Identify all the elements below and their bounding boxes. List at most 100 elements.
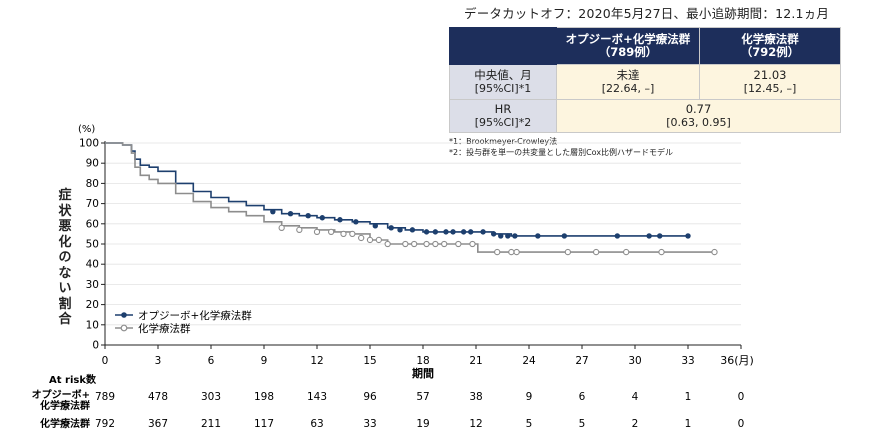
censor-mark-nivolumab xyxy=(498,233,504,239)
censor-mark-nivolumab xyxy=(353,219,359,225)
x-axis-unit-label: 36(月) xyxy=(720,354,754,367)
censor-mark-nivolumab xyxy=(270,208,276,215)
at-risk-value: 4 xyxy=(632,391,639,403)
censor-mark-chemo xyxy=(296,226,303,234)
x-tick-label: 9 xyxy=(261,355,268,367)
censor-mark-nivolumab xyxy=(614,233,621,239)
legend: オプジーボ+化学療法群 化学療法群 xyxy=(115,309,252,335)
at-risk-value: 96 xyxy=(363,391,377,403)
y-tick-label: 0 xyxy=(92,340,99,352)
censor-mark-chemo xyxy=(432,240,439,248)
censor-mark-nivolumab xyxy=(561,233,568,239)
censor-mark-chemo xyxy=(564,248,572,256)
y-axis-title: 症状悪化のない割合 xyxy=(58,188,72,327)
at-risk-value: 303 xyxy=(201,391,221,403)
censor-mark-nivolumab xyxy=(305,213,311,219)
censor-mark-chemo xyxy=(658,248,665,256)
y-tick-label: 20 xyxy=(86,299,99,311)
x-tick-label: 33 xyxy=(681,355,694,367)
x-tick-labels: 0 3 6 9 12 15 18 21 24 27 30 33 xyxy=(102,355,695,367)
at-risk-value: 1 xyxy=(685,391,692,403)
data-cutoff-text: データカットオフ：2020年5月27日、最小追跡期間：12.1ヵ月 xyxy=(464,6,830,21)
y-tick-label: 70 xyxy=(86,198,99,210)
summary-header-chemo-n: （792例） xyxy=(740,45,800,59)
legend-label-nivolumab: オプジーボ+化学療法群 xyxy=(138,309,252,322)
km-curve-nivolumab xyxy=(105,142,688,237)
y-tick-label: 30 xyxy=(86,279,99,291)
at-risk-value: 2 xyxy=(632,418,639,430)
censor-mark-chemo xyxy=(340,230,347,238)
censor-mark-nivolumab xyxy=(443,229,449,235)
x-tick-label: 27 xyxy=(575,355,588,367)
censor-mark-chemo xyxy=(469,240,476,248)
x-axis-title: 期間 xyxy=(412,366,434,380)
censor-mark-chemo xyxy=(455,240,462,248)
censor-mark-nivolumab xyxy=(397,227,403,233)
footnotes: *1：Brookmeyer-Crowley法 *2：投与群を単一の共変量とした層… xyxy=(449,136,673,158)
y-tick-label: 90 xyxy=(86,158,99,170)
at-risk-row1-label-line1: オプジーボ+ xyxy=(32,388,90,401)
summary-row-hr-label: HR [95%CI]*2 xyxy=(449,99,557,133)
censor-mark-chemo xyxy=(423,240,430,248)
at-risk-value: 38 xyxy=(469,391,482,403)
legend-marker-nivolumab xyxy=(121,312,127,318)
censor-mark-chemo xyxy=(494,248,501,256)
at-risk-row2-label: 化学療法群 xyxy=(40,417,90,430)
at-risk-value: 5 xyxy=(526,418,533,430)
at-risk-value: 0 xyxy=(738,391,745,403)
hr-ci-label: [95%CI]*2 xyxy=(474,116,532,129)
median-ci-label: [95%CI]*1 xyxy=(474,82,532,95)
at-risk-value: 19 xyxy=(416,418,429,430)
x-tick-label: 15 xyxy=(363,355,376,367)
at-risk-value: 63 xyxy=(310,418,323,430)
censor-mark-chemo xyxy=(375,236,382,244)
y-tick-label: 100 xyxy=(79,138,99,150)
median-nivolumab-ci: [22.64, –] xyxy=(601,82,655,95)
hr-ci: [0.63, 0.95] xyxy=(666,116,731,129)
at-risk-value: 57 xyxy=(416,391,429,403)
at-risk-value: 211 xyxy=(201,418,221,430)
censor-mark-chemo xyxy=(278,224,285,231)
censor-mark-nivolumab xyxy=(319,215,325,221)
x-tick-label: 0 xyxy=(102,355,109,367)
censor-mark-nivolumab xyxy=(480,229,486,235)
at-risk-value: 6 xyxy=(579,391,586,403)
x-tick-label: 6 xyxy=(208,355,215,367)
y-gridlines xyxy=(105,142,741,326)
censor-mark-nivolumab xyxy=(423,229,430,235)
summary-hr-value-cell: 0.77 [0.63, 0.95] xyxy=(556,99,841,133)
summary-table: オプジーボ+化学療法群 （789例） 化学療法群 （792例） 中央値、月 [9… xyxy=(449,27,841,133)
censor-mark-chemo xyxy=(313,228,321,236)
at-risk-value: 12 xyxy=(469,418,482,430)
at-risk-value: 9 xyxy=(526,391,533,403)
censor-mark-nivolumab xyxy=(432,229,439,235)
median-label: 中央値、月 xyxy=(474,68,532,82)
at-risk-value: 792 xyxy=(95,418,115,430)
summary-header-nivolumab-name: オプジーボ+化学療法群 xyxy=(565,32,691,46)
censor-mark-nivolumab xyxy=(388,225,394,231)
censor-mark-chemo xyxy=(508,248,515,256)
y-tick-labels: 0 10 20 30 40 50 60 70 80 90 100 xyxy=(79,138,99,352)
at-risk-value: 143 xyxy=(307,391,327,403)
censor-mark-nivolumab xyxy=(409,227,416,233)
legend-marker-chemo xyxy=(120,324,128,332)
censor-mark-nivolumab xyxy=(505,233,511,239)
x-tick-label: 21 xyxy=(469,355,482,367)
summary-row-median-label: 中央値、月 [95%CI]*1 xyxy=(449,64,557,100)
x-tick-label: 24 xyxy=(522,355,536,367)
at-risk-value: 1 xyxy=(685,418,692,430)
censor-mark-chemo xyxy=(592,248,600,256)
median-chemo-value: 21.03 xyxy=(753,68,787,82)
summary-header-nivolumab-n: （789例） xyxy=(598,45,658,59)
summary-header-chemo: 化学療法群 （792例） xyxy=(699,27,841,65)
median-chemo-ci: [12.45, –] xyxy=(743,82,797,95)
at-risk-row1-label-line2: 化学療法群 xyxy=(40,399,90,412)
y-tick-label: 40 xyxy=(86,259,99,271)
median-nivolumab-value: 未達 xyxy=(616,68,640,82)
y-tick-label: 10 xyxy=(86,319,99,331)
censor-mark-nivolumab xyxy=(450,229,456,235)
y-tick-label: 50 xyxy=(86,239,99,251)
footnote-2: *2：投与群を単一の共変量とした層別Cox比例ハザードモデル xyxy=(449,148,674,157)
